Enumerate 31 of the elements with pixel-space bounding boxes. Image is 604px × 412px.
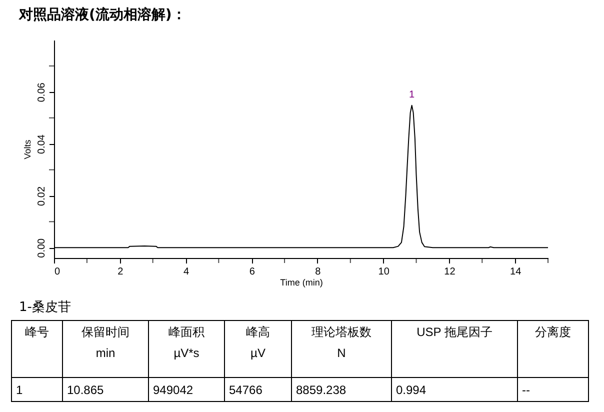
x-tick-label: 14 — [510, 266, 522, 278]
text: 分离度 — [518, 320, 588, 378]
y-tick-label: 0.04 — [36, 134, 48, 154]
x-tick-label: 8 — [315, 266, 322, 278]
y-tick-label: 0.06 — [36, 82, 48, 102]
text: 8859.238 — [292, 378, 392, 402]
text: 1-桑皮苷 — [19, 299, 71, 316]
y-axis-title: Volts — [22, 139, 32, 160]
text: 峰面积 µV*s — [148, 320, 224, 378]
text: 峰号 — [12, 320, 62, 378]
x-tick-label: 0 — [54, 266, 60, 278]
annotation: 1 — [409, 89, 416, 100]
text: 1 — [12, 378, 62, 402]
y-tick-label: 0.00 — [36, 238, 48, 258]
x-tick-label: 10 — [378, 266, 390, 278]
text: 保留时间 min — [62, 320, 148, 378]
x-tick-label: 6 — [249, 266, 256, 278]
text: -- — [518, 378, 588, 402]
text: 理论塔板数 N — [292, 320, 392, 378]
text: 949042 — [148, 378, 224, 402]
x-tick-label: 4 — [183, 266, 190, 278]
text: 10.865 — [62, 378, 148, 402]
text: USP 拖尾因子 — [392, 320, 518, 378]
x-tick-label: 2 — [118, 266, 124, 278]
text: 0.994 — [392, 378, 518, 402]
x-tick-label: 12 — [444, 266, 456, 278]
text: 峰高 µV — [224, 320, 292, 378]
y-tick-label: 0.02 — [36, 186, 48, 206]
text: 54766 — [224, 378, 292, 402]
chart-title: 对照品溶液(流动相溶解)： — [19, 6, 186, 24]
x-axis-title: Time (min) — [280, 278, 323, 288]
